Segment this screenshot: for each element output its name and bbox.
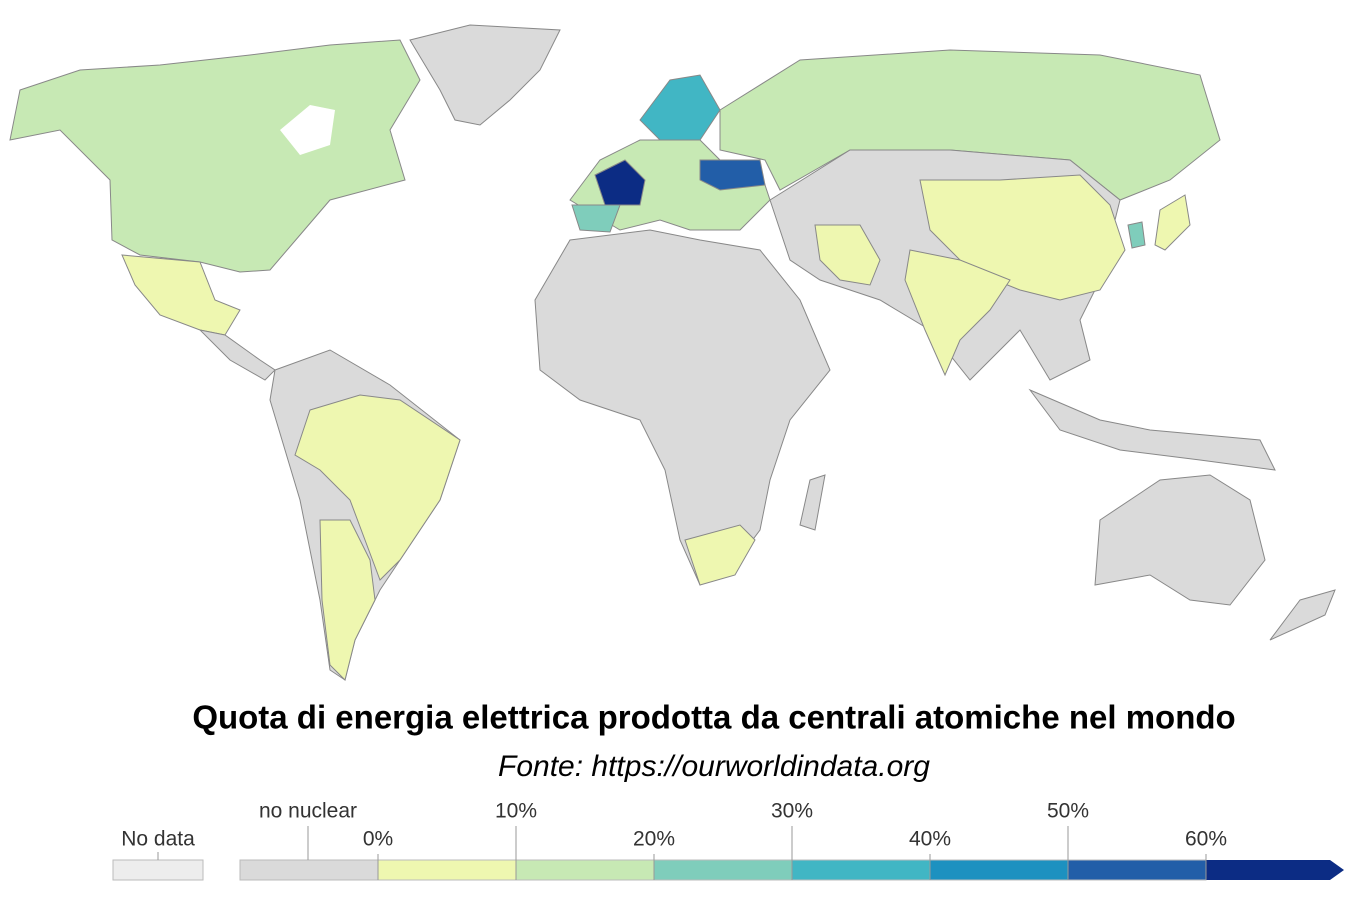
legend-tick-label: 30% [771,800,813,823]
legend: No data no nuclear 0% 10% 20% 30% 40% 50% 60% [112,800,1344,881]
title: Quota di energia elettrica prodotta da c… [192,699,1235,736]
north-america [9,39,421,273]
greenland [409,24,561,126]
legend-tick-label: 10% [495,800,537,823]
argentina [319,519,376,681]
africa [534,229,831,586]
legend-tick-label: 0% [363,828,393,851]
legend-bin [1206,860,1344,880]
legend-bin [653,859,793,881]
india [904,249,1011,377]
legend-bin [791,859,931,881]
iran [814,224,881,286]
source: Fonte: https://ourworldindata.org [498,750,930,783]
central-america [198,329,276,381]
legend-bin [929,859,1069,881]
legend-tick-label: 20% [633,828,675,851]
legend-tick-label: 60% [1185,828,1227,851]
no-nuclear-label: no nuclear [259,800,357,823]
korea [1127,221,1146,249]
spain [571,204,621,233]
ukraine [699,159,766,191]
legend-tick-label: 50% [1047,800,1089,823]
hudson-bay [280,105,335,155]
no-nuclear-swatch [239,859,379,881]
new-zealand [1269,589,1336,641]
japan [1154,194,1191,251]
australia [1094,474,1266,606]
no-data-label: No data [121,828,195,851]
scandinavia [639,74,721,141]
brazil [294,394,461,581]
france [594,159,646,206]
world-map [9,24,1336,681]
madagascar [799,474,826,531]
south-africa [684,524,756,586]
no-data-swatch [112,859,204,881]
indonesia [1028,388,1276,471]
legend-bin [515,859,655,881]
legend-bin [377,859,517,881]
legend-bin [1067,859,1207,881]
legend-tick-label: 40% [909,828,951,851]
